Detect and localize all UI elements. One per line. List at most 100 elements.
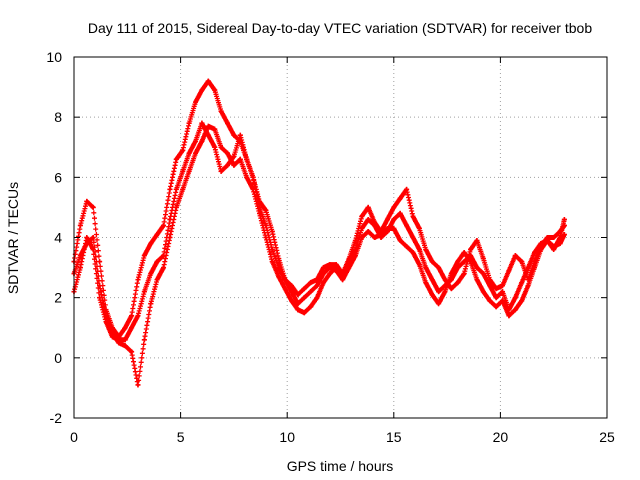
data-point [442, 277, 448, 283]
data-point [461, 271, 467, 277]
data-point [423, 247, 429, 253]
data-point [532, 265, 538, 271]
data-point [103, 319, 109, 325]
data-point [122, 337, 128, 343]
data-point [561, 216, 567, 222]
data-point [301, 310, 307, 316]
data-point [282, 286, 288, 292]
data-point [205, 78, 211, 84]
data-point [218, 168, 224, 174]
x-axis-label: GPS time / hours [287, 458, 394, 474]
data-point [320, 271, 326, 277]
data-point [314, 295, 320, 301]
data-point [320, 280, 326, 286]
data-point [282, 277, 288, 283]
data-point [90, 247, 96, 253]
x-tick-label: 20 [493, 429, 509, 445]
data-point [269, 247, 275, 253]
data-point [372, 235, 378, 240]
data-markers [71, 78, 567, 388]
data-point [263, 207, 269, 213]
data-point [551, 235, 557, 240]
data-point [410, 213, 416, 219]
data-point [512, 307, 518, 313]
data-point [372, 222, 378, 228]
data-point [186, 168, 192, 174]
data-point [135, 277, 141, 283]
data-point [346, 259, 352, 265]
data-point [301, 295, 307, 301]
data-point [384, 216, 390, 222]
data-point [487, 283, 493, 289]
data-point [525, 265, 531, 271]
data-point [180, 147, 186, 153]
data-point [122, 325, 128, 331]
data-point [154, 231, 160, 237]
data-point [225, 120, 231, 126]
data-point [327, 265, 333, 271]
data-point [288, 289, 294, 295]
data-point [557, 235, 563, 240]
data-point [135, 382, 141, 388]
series-trace-3 [71, 120, 567, 343]
data-point [199, 138, 205, 144]
data-point [365, 204, 371, 210]
data-point [468, 247, 474, 253]
data-point [186, 120, 192, 126]
x-tick-label: 0 [70, 429, 78, 445]
y-tick-label: -2 [50, 410, 63, 426]
data-point [416, 247, 422, 253]
data-point [295, 301, 301, 307]
data-point [493, 286, 499, 292]
data-point [506, 268, 512, 274]
data-point [212, 126, 218, 132]
data-point [129, 349, 135, 355]
data-point [141, 289, 147, 295]
data-point [154, 277, 160, 283]
data-point [276, 274, 282, 280]
data-point [269, 259, 275, 265]
data-point [397, 210, 403, 216]
data-point [352, 247, 358, 253]
y-tick-label: 10 [46, 49, 62, 65]
data-point [448, 286, 454, 292]
data-point [391, 225, 397, 231]
data-point [295, 307, 301, 313]
data-point [468, 253, 474, 259]
data-point [173, 186, 179, 192]
data-point [148, 271, 154, 277]
data-point [474, 265, 480, 271]
chart-title: Day 111 of 2015, Sidereal Day-to-day VTE… [88, 20, 592, 36]
data-point [90, 235, 96, 240]
data-point [365, 216, 371, 222]
data-point [148, 301, 154, 307]
data-point [397, 238, 403, 244]
data-point [244, 174, 250, 180]
data-point [180, 186, 186, 192]
y-tick-label: 2 [54, 290, 62, 306]
data-point [551, 247, 557, 253]
data-point [167, 186, 173, 192]
data-point [429, 277, 435, 283]
data-point [205, 123, 211, 129]
data-point [269, 228, 275, 234]
data-point [237, 156, 243, 162]
data-point [237, 132, 243, 138]
data-point [500, 283, 506, 289]
data-point [423, 265, 429, 271]
x-tick-label: 15 [386, 429, 402, 445]
data-point [141, 253, 147, 259]
data-point [90, 204, 96, 210]
data-point [519, 298, 525, 304]
data-point [423, 280, 429, 286]
data-point [461, 250, 467, 256]
data-point [391, 204, 397, 210]
y-tick-label: 0 [54, 350, 62, 366]
x-tick-label: 25 [599, 429, 615, 445]
data-point [487, 298, 493, 304]
data-point [340, 277, 346, 283]
data-point [474, 277, 480, 283]
data-point [506, 313, 512, 319]
